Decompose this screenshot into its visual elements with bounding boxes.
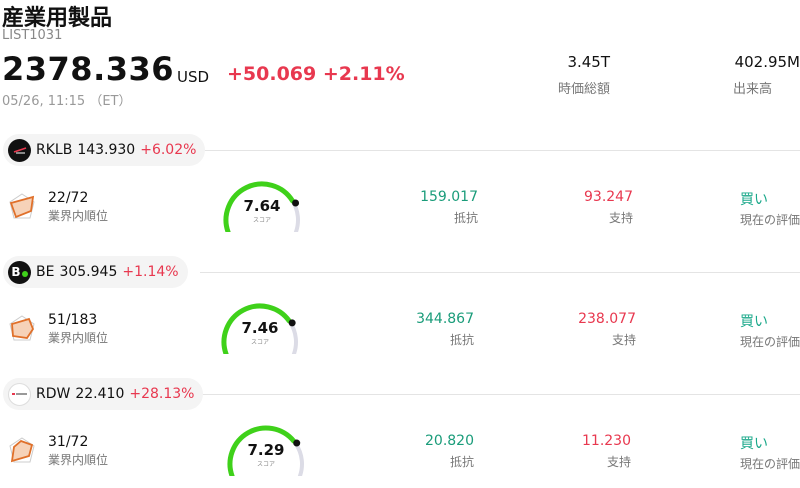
gauge-fill [227, 425, 297, 476]
row-separator [200, 272, 800, 273]
support-value: 238.077 [578, 311, 636, 327]
stock-symbol: BE [36, 264, 55, 280]
row-separator [200, 150, 800, 151]
page-title: 産業用製品 [2, 6, 113, 31]
industry-rank-label: 業界内順位 [48, 209, 109, 223]
price-change: +50.069 +2.11% [227, 63, 405, 85]
radar-chart-icon [7, 436, 37, 466]
support-label: 支持 [606, 455, 631, 469]
quote-time: 05/26, 11:15 （ET） [2, 94, 132, 109]
rating-label: 現在の評価 [740, 213, 800, 227]
rklb-logo-icon [8, 138, 31, 162]
volume-label: 出来高 [732, 82, 772, 97]
stock-chip-rklb[interactable]: RKLB 143.930 +6.02% [3, 134, 206, 166]
resistance-value: 20.820 [425, 433, 474, 449]
industry-rank-label: 業界内順位 [48, 453, 109, 467]
score-value: 7.46 [241, 319, 279, 337]
industry-rank-label: 業界内順位 [48, 331, 109, 345]
stock-change: +6.02% [140, 142, 197, 158]
resistance-value: 159.017 [420, 189, 478, 205]
support-value: 11.230 [582, 433, 631, 449]
score-value: 7.64 [243, 197, 281, 215]
market-cap-value: 3.45T [567, 53, 610, 71]
rating-value: 買い [740, 436, 768, 452]
stock-change: +28.13% [129, 386, 195, 402]
gauge-marker [293, 439, 301, 447]
resistance-label: 抵抗 [453, 211, 478, 225]
market-cap-label: 時価総額 [557, 82, 610, 97]
price-currency: USD [177, 68, 210, 86]
rdw-logo-icon [8, 382, 31, 406]
be-logo-icon: B [8, 260, 31, 284]
industry-rank: 31/72 [48, 434, 89, 450]
score-label: スコア [252, 217, 271, 224]
stock-change: +1.14% [122, 264, 179, 280]
stock-chip-rdw[interactable]: RDW 22.410 +28.13% [3, 378, 204, 410]
score-value: 7.29 [247, 441, 285, 459]
resistance-value: 344.867 [416, 311, 474, 327]
score-gauge: 7.64 スコア [220, 180, 310, 232]
be-logo-letter: B [11, 265, 21, 279]
rating-label: 現在の評価 [740, 335, 800, 349]
stock-chip-be[interactable]: B BE 305.945 +1.14% [3, 256, 188, 288]
rating-value: 買い [740, 192, 768, 208]
support-label: 支持 [608, 211, 633, 225]
support-value: 93.247 [584, 189, 633, 205]
row-separator [200, 394, 800, 395]
stock-price: 305.945 [59, 264, 118, 280]
stock-price: 143.930 [77, 142, 136, 158]
resistance-label: 抵抗 [449, 333, 474, 347]
stock-price: 22.410 [75, 386, 125, 402]
resistance-label: 抵抗 [449, 455, 474, 469]
industry-rank: 51/183 [48, 312, 98, 328]
score-label: スコア [250, 339, 269, 346]
index-code: LIST1031 [2, 28, 63, 43]
gauge-marker [292, 199, 300, 207]
score-gauge: 7.46 スコア [218, 302, 308, 354]
score-label: スコア [256, 461, 275, 468]
gauge-fill [221, 303, 292, 354]
rating-value: 買い [740, 314, 768, 330]
support-label: 支持 [611, 333, 636, 347]
score-gauge: 7.29 スコア [224, 424, 314, 476]
stock-symbol: RKLB [36, 142, 73, 158]
volume-value: 402.95M [734, 53, 800, 71]
radar-chart-icon [7, 314, 37, 344]
rating-label: 現在の評価 [740, 457, 800, 471]
gauge-fill [223, 181, 296, 232]
radar-chart-icon [7, 192, 37, 222]
gauge-marker [288, 319, 296, 327]
index-price: 2378.336 [2, 50, 175, 88]
stock-symbol: RDW [36, 386, 71, 402]
industry-rank: 22/72 [48, 190, 89, 206]
